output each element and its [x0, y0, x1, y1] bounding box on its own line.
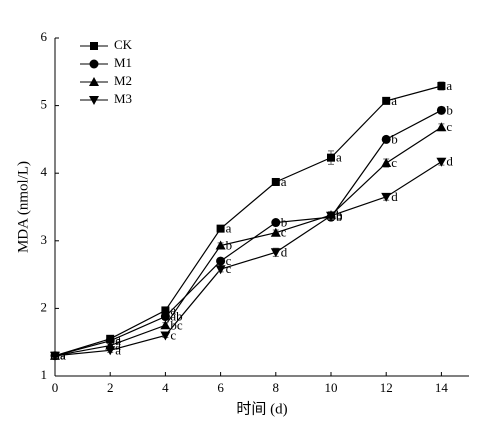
point-label: a	[446, 78, 452, 93]
point-label: a	[115, 331, 121, 346]
point-label: c	[226, 253, 232, 268]
marker	[160, 320, 171, 330]
point-label: c	[226, 261, 232, 276]
y-tick-label: 2	[41, 299, 48, 314]
marker	[216, 224, 225, 233]
marker	[215, 240, 226, 250]
marker	[270, 248, 281, 258]
series-line	[54, 161, 442, 357]
x-tick-label: 4	[162, 380, 169, 395]
x-tick-label: 12	[380, 380, 393, 395]
point-label: b	[226, 238, 233, 253]
marker	[89, 77, 99, 86]
x-tick-label: 2	[107, 380, 114, 395]
x-tick-label: 6	[217, 380, 224, 395]
marker	[216, 256, 226, 266]
point-label: ab	[170, 308, 182, 323]
y-tick-label: 4	[41, 164, 48, 179]
marker	[381, 158, 392, 168]
y-axis-label: MDA (nmol/L)	[15, 161, 31, 253]
legend-label: CK	[114, 37, 133, 52]
marker	[271, 218, 281, 228]
y-tick-label: 1	[41, 367, 48, 382]
point-label: a	[391, 93, 397, 108]
x-tick-label: 8	[273, 380, 280, 395]
point-label: b	[281, 215, 288, 230]
point-label: a	[115, 333, 121, 348]
series-line	[54, 126, 442, 357]
marker	[90, 42, 98, 50]
point-label: a	[226, 221, 232, 236]
x-axis-label: 时间 (d)	[236, 400, 287, 417]
point-label: a	[115, 338, 121, 353]
marker	[160, 312, 170, 322]
point-label: c	[170, 327, 176, 342]
y-tick-label: 3	[41, 232, 48, 247]
legend-label: M2	[114, 73, 132, 88]
point-label: a	[60, 348, 66, 363]
point-label: b	[336, 207, 343, 222]
marker	[89, 96, 99, 105]
x-tick-label: 10	[325, 380, 338, 395]
marker	[89, 59, 99, 69]
legend-label: M3	[114, 91, 132, 106]
x-tick-label: 0	[52, 380, 59, 395]
marker	[215, 265, 226, 275]
point-label: a	[281, 174, 287, 189]
y-tick-label: 6	[41, 29, 48, 44]
marker	[50, 351, 60, 361]
point-label: d	[446, 154, 453, 169]
marker	[382, 96, 391, 105]
x-tick-label: 14	[435, 380, 449, 395]
marker	[160, 331, 171, 341]
point-label: bc	[170, 317, 183, 332]
marker	[436, 157, 447, 167]
marker	[381, 192, 392, 202]
marker	[105, 346, 116, 356]
point-label: b	[391, 131, 398, 146]
point-label: d	[281, 244, 288, 259]
point-label: b	[446, 102, 453, 117]
marker	[270, 227, 281, 237]
marker	[436, 105, 446, 115]
series-line	[54, 109, 442, 357]
point-label: c	[446, 119, 452, 134]
point-label: a	[336, 150, 342, 165]
marker	[436, 122, 447, 132]
marker	[161, 306, 170, 315]
marker	[437, 81, 446, 90]
point-label: a	[115, 342, 121, 357]
marker	[271, 177, 280, 186]
point-label: c	[281, 225, 287, 240]
series-line	[54, 85, 442, 357]
legend-label: M1	[114, 55, 132, 70]
point-label: c	[391, 155, 397, 170]
marker	[326, 211, 336, 221]
marker	[381, 134, 391, 144]
point-label: b	[336, 209, 343, 224]
marker	[327, 153, 335, 162]
point-label: a	[170, 302, 176, 317]
point-label: b	[336, 208, 343, 223]
point-label: d	[391, 189, 398, 204]
y-tick-label: 5	[41, 97, 48, 112]
